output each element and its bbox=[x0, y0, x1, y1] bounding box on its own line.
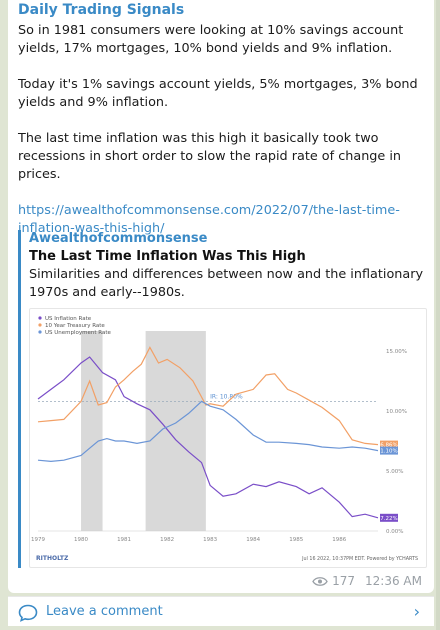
x-tick-label: 1981 bbox=[117, 537, 131, 543]
message-bubble: Daily Trading Signals So in 1981 consume… bbox=[8, 0, 434, 593]
series-line-1 bbox=[37, 346, 379, 446]
end-label-box bbox=[380, 440, 398, 449]
channel-name[interactable]: Daily Trading Signals bbox=[18, 2, 185, 18]
x-tick-label: 1985 bbox=[289, 537, 303, 543]
recession-band bbox=[81, 331, 103, 531]
end-label-box bbox=[380, 513, 398, 522]
end-label: 6.86% bbox=[380, 440, 398, 449]
series-line-0 bbox=[37, 356, 379, 519]
recession-band bbox=[145, 331, 206, 531]
footer-logo: RITHOLTZ bbox=[36, 555, 69, 562]
message-time: 12:36 AM bbox=[365, 574, 422, 588]
x-tick-label: 1979 bbox=[31, 537, 45, 543]
footer-source: Jul 16 2022, 10:37PM EDT. Powered by YCH… bbox=[301, 556, 418, 562]
series-line-2 bbox=[37, 400, 379, 463]
preview-description: Similarities and differences between now… bbox=[29, 267, 424, 300]
end-label: 7.22% bbox=[380, 513, 398, 522]
legend-label: 10 Year Treasury Rate bbox=[45, 323, 105, 329]
legend-marker bbox=[38, 323, 42, 327]
end-label-box bbox=[380, 446, 398, 455]
message-paragraph: Today it's 1% savings account yields, 5%… bbox=[18, 77, 418, 110]
end-label-text: 7.22% bbox=[380, 516, 397, 522]
leave-comment-button[interactable]: Leave a comment › bbox=[8, 596, 434, 626]
x-tick-label: 1986 bbox=[332, 537, 346, 543]
legend-marker bbox=[38, 316, 42, 320]
message-meta: 177 12:36 AM bbox=[312, 574, 422, 588]
x-tick-label: 1980 bbox=[74, 537, 88, 543]
y-tick-label: 15.00% bbox=[386, 349, 407, 355]
y-tick-label: 0.00% bbox=[386, 529, 403, 535]
end-label-text: 6.86% bbox=[380, 443, 397, 449]
x-tick-label: 1983 bbox=[203, 537, 217, 543]
chevron-right-icon: › bbox=[413, 602, 420, 621]
leave-comment-label: Leave a comment bbox=[46, 604, 163, 619]
x-tick-label: 1982 bbox=[160, 537, 174, 543]
message-text: So in 1981 consumers were looking at 10%… bbox=[18, 22, 426, 238]
preview-title: The Last Time Inflation Was This High bbox=[29, 249, 306, 264]
scrollbar[interactable] bbox=[436, 0, 440, 630]
reference-annotation: IR: 10.80% bbox=[210, 393, 243, 400]
preview-site-name: Awealthofcommonsense bbox=[29, 231, 208, 246]
x-tick-label: 1984 bbox=[246, 537, 260, 543]
article-link[interactable]: https://awealthofcommonsense.com/2022/07… bbox=[18, 203, 400, 236]
y-tick-label: 10.00% bbox=[386, 409, 407, 415]
comment-bubble-icon bbox=[18, 604, 38, 622]
chart: IR: 10.80% 7.22% 6.86%1.10% US Inflation Ra… bbox=[31, 316, 418, 562]
end-label-text: 1.10% bbox=[380, 449, 397, 455]
message-paragraph: So in 1981 consumers were looking at 10%… bbox=[18, 23, 404, 56]
preview-chart-image[interactable]: IR: 10.80% 7.22% 6.86% 1.10% US Inflation Ra… bbox=[29, 308, 427, 568]
y-tick-label: 5.00% bbox=[386, 469, 403, 475]
link-preview[interactable]: Awealthofcommonsense The Last Time Infla… bbox=[18, 230, 428, 568]
legend-label: US Unemployment Rate bbox=[45, 330, 112, 336]
view-count: 177 bbox=[332, 574, 356, 588]
eye-icon bbox=[312, 576, 328, 586]
legend-marker bbox=[38, 330, 42, 334]
message-paragraph: The last time inflation was this high it… bbox=[18, 131, 402, 182]
legend-label: US Inflation Rate bbox=[45, 316, 92, 322]
end-label: 1.10% bbox=[380, 446, 398, 455]
